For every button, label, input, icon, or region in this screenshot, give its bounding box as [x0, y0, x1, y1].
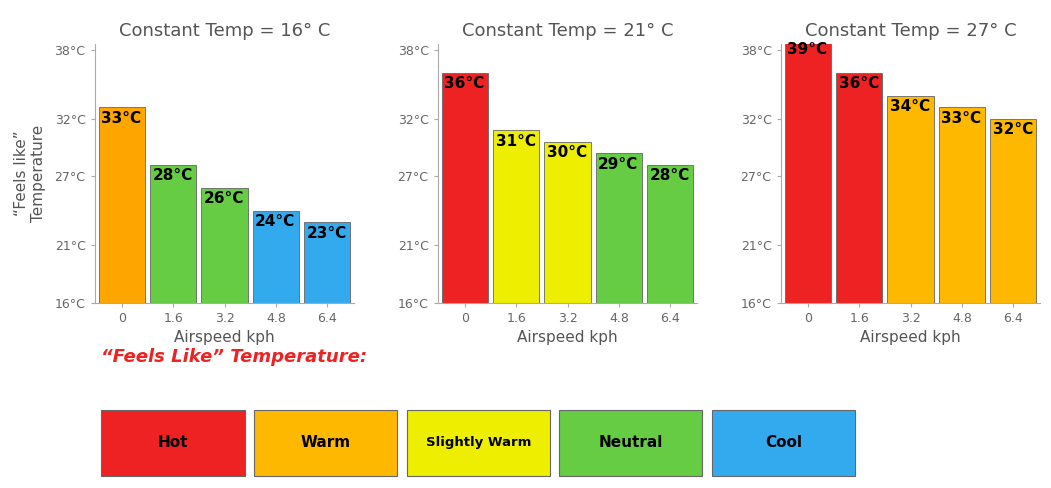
FancyBboxPatch shape: [493, 130, 539, 303]
Text: 31°C: 31°C: [495, 134, 536, 148]
Text: 33°C: 33°C: [942, 111, 982, 125]
Text: 29°C: 29°C: [598, 157, 638, 172]
Text: Hot: Hot: [158, 435, 188, 450]
X-axis label: Airspeed kph: Airspeed kph: [174, 330, 274, 345]
Text: 28°C: 28°C: [650, 168, 689, 183]
Text: Neutral: Neutral: [599, 435, 663, 450]
FancyBboxPatch shape: [939, 107, 985, 303]
FancyBboxPatch shape: [201, 187, 248, 303]
FancyBboxPatch shape: [150, 164, 197, 303]
Text: 39°C: 39°C: [787, 41, 827, 57]
FancyBboxPatch shape: [101, 410, 245, 476]
FancyBboxPatch shape: [407, 410, 550, 476]
X-axis label: Airspeed kph: Airspeed kph: [861, 330, 961, 345]
FancyBboxPatch shape: [99, 107, 145, 303]
Text: 26°C: 26°C: [204, 191, 244, 206]
FancyBboxPatch shape: [887, 96, 934, 303]
Text: Slightly Warm: Slightly Warm: [426, 436, 531, 449]
FancyBboxPatch shape: [647, 164, 694, 303]
Text: 24°C: 24°C: [255, 214, 295, 229]
FancyBboxPatch shape: [441, 73, 488, 303]
FancyBboxPatch shape: [252, 211, 300, 303]
FancyBboxPatch shape: [836, 73, 883, 303]
Text: 30°C: 30°C: [547, 145, 586, 160]
Title: Constant Temp = 21° C: Constant Temp = 21° C: [461, 21, 674, 40]
FancyBboxPatch shape: [596, 153, 642, 303]
FancyBboxPatch shape: [712, 410, 856, 476]
Text: 33°C: 33°C: [101, 111, 141, 125]
Text: 34°C: 34°C: [890, 99, 930, 114]
Title: Constant Temp = 27° C: Constant Temp = 27° C: [805, 21, 1016, 40]
Text: Cool: Cool: [765, 435, 802, 450]
FancyBboxPatch shape: [785, 38, 831, 303]
Text: 36°C: 36°C: [445, 76, 485, 91]
Text: 28°C: 28°C: [152, 168, 192, 183]
Text: “Feels Like” Temperature:: “Feels Like” Temperature:: [101, 348, 368, 366]
X-axis label: Airspeed kph: Airspeed kph: [517, 330, 618, 345]
FancyBboxPatch shape: [559, 410, 702, 476]
FancyBboxPatch shape: [544, 142, 591, 303]
FancyBboxPatch shape: [990, 119, 1036, 303]
FancyBboxPatch shape: [304, 222, 350, 303]
Y-axis label: “Feels like”
Temperature: “Feels like” Temperature: [14, 124, 46, 222]
Text: 36°C: 36°C: [839, 76, 879, 91]
Text: Warm: Warm: [301, 435, 351, 450]
FancyBboxPatch shape: [254, 410, 397, 476]
Text: 32°C: 32°C: [992, 122, 1033, 137]
Text: 23°C: 23°C: [307, 225, 347, 241]
Title: Constant Temp = 16° C: Constant Temp = 16° C: [119, 21, 330, 40]
